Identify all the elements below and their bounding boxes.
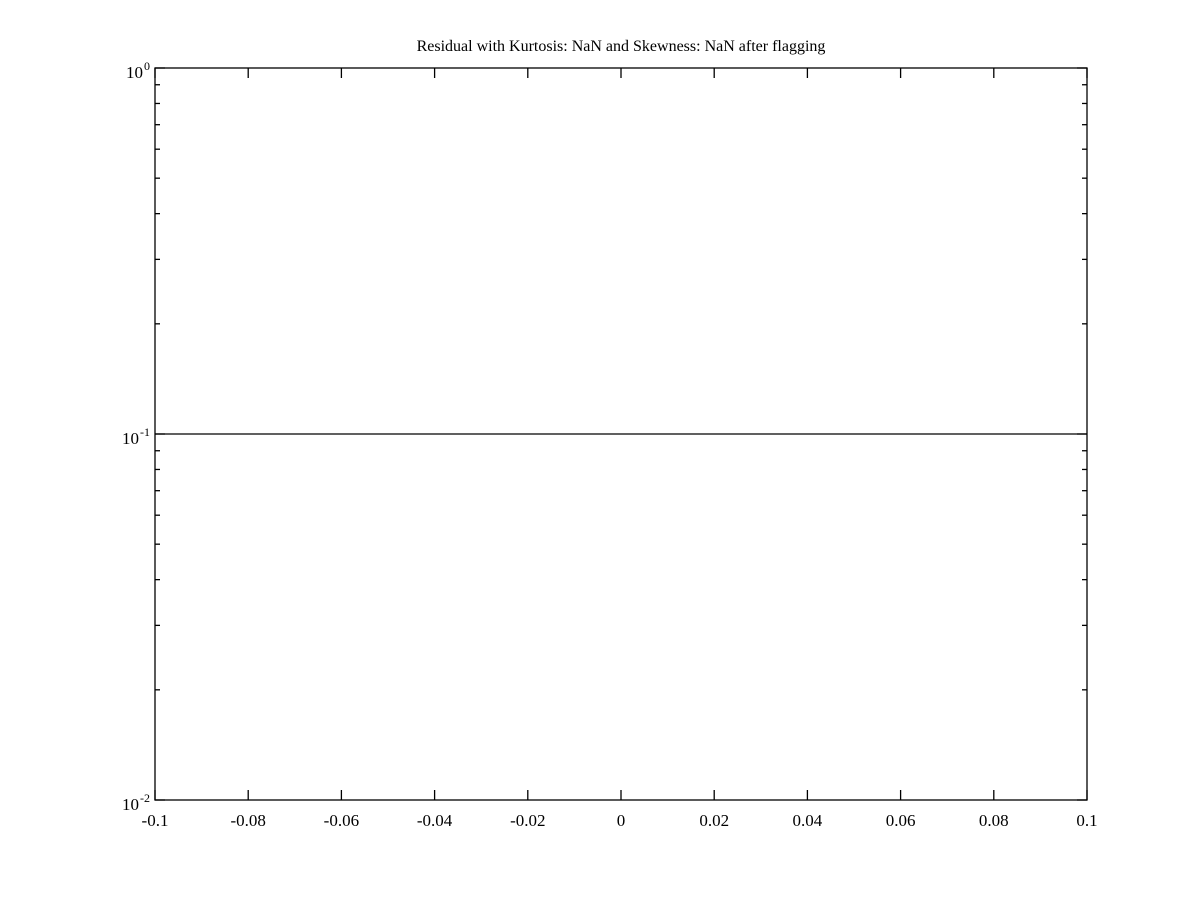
y-tick-label: 10-1: [90, 425, 150, 451]
y-tick-exponent: -1: [140, 425, 150, 439]
x-tick-label: 0.06: [885, 811, 916, 830]
x-tick-label: -0.02: [510, 811, 546, 830]
x-tick-label: 0: [616, 811, 626, 830]
y-tick-base: 10: [126, 63, 143, 82]
x-tick-label: -0.08: [230, 811, 266, 830]
x-tick-label: 0.08: [978, 811, 1009, 830]
x-tick-label: 0.02: [699, 811, 730, 830]
x-tick-label: 0.04: [792, 811, 823, 830]
y-tick-exponent: -2: [140, 791, 150, 805]
x-tick-label: -0.1: [141, 811, 169, 830]
y-tick-label: 10-2: [90, 791, 150, 817]
x-tick-label: -0.06: [323, 811, 360, 830]
y-tick-base: 10: [122, 429, 139, 448]
chart-title: Residual with Kurtosis: NaN and Skewness…: [416, 38, 826, 55]
y-tick-label: 100: [90, 59, 150, 85]
y-tick-exponent: 0: [144, 59, 150, 73]
y-tick-base: 10: [122, 795, 139, 814]
x-tick-label: -0.04: [416, 811, 453, 830]
x-tick-label: 0.1: [1076, 811, 1098, 830]
